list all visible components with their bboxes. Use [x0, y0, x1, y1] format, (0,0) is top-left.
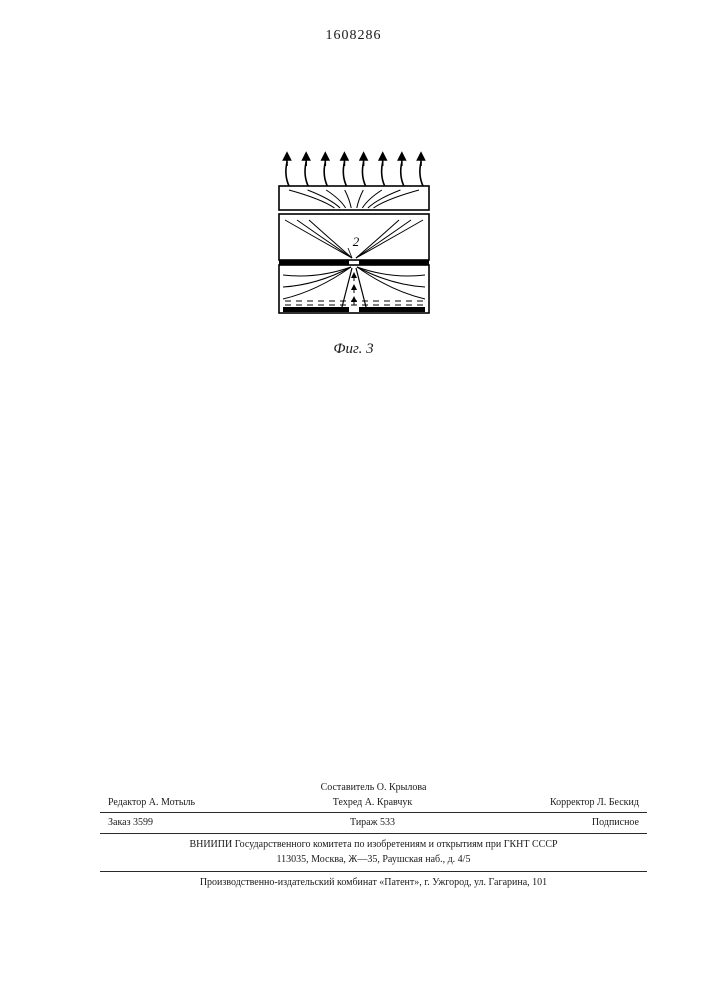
corrector: Корректор Л. Бескид	[550, 796, 639, 810]
svg-text:2: 2	[352, 234, 359, 249]
compiler-line: Составитель О. Крылова	[100, 780, 647, 796]
figure-block: 2 Фиг. 3	[0, 150, 707, 358]
divider	[100, 833, 647, 834]
colophon: Составитель О. Крылова Редактор А. Мотыл…	[100, 780, 647, 890]
figure-diagram: 2	[269, 150, 439, 335]
subscription: Подписное	[592, 816, 639, 830]
tech-editor: Техред А. Кравчук	[333, 796, 413, 810]
print-run: Тираж 533	[350, 816, 395, 830]
page-number: 1608286	[0, 28, 707, 44]
org-line-1: ВНИИПИ Государственного комитета по изоб…	[100, 837, 647, 853]
editor: Редактор А. Мотыль	[108, 796, 195, 810]
divider	[100, 871, 647, 872]
publisher-line: Производственно-издательский комбинат «П…	[100, 875, 647, 891]
divider	[100, 812, 647, 813]
figure-caption: Фиг. 3	[0, 341, 707, 358]
order-number: Заказ 3599	[108, 816, 153, 830]
org-line-2: 113035, Москва, Ж—35, Раушская наб., д. …	[100, 852, 647, 868]
